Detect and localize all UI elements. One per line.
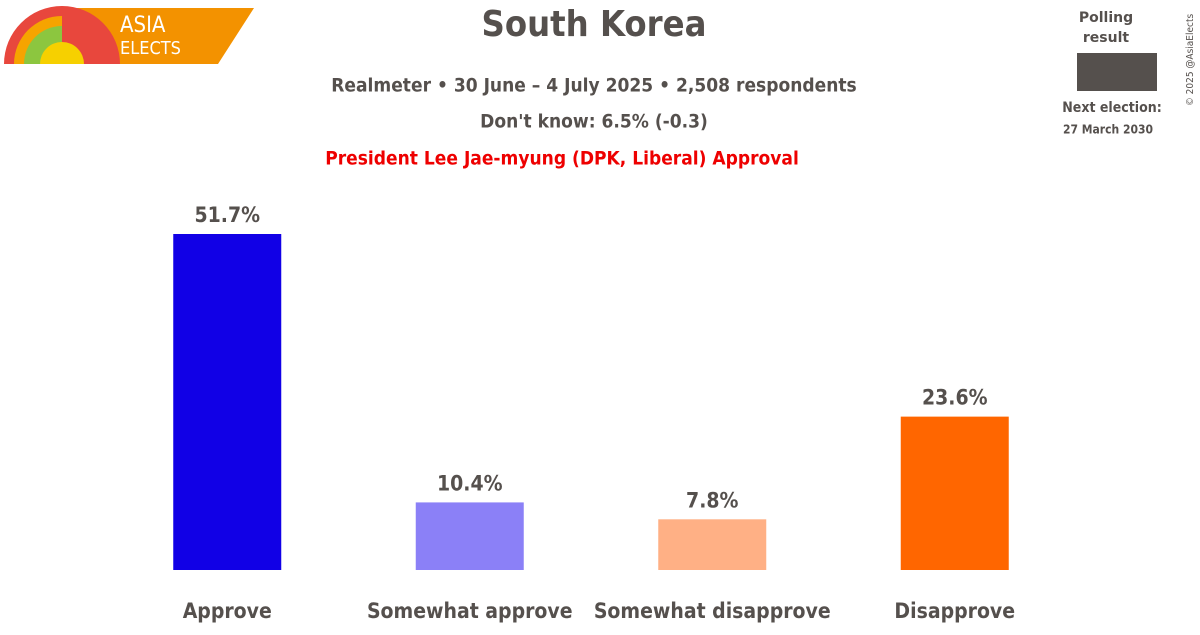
x-tick-label: Approve	[183, 599, 272, 623]
bar	[658, 519, 767, 570]
subtitle: Realmeter • 30 June – 4 July 2025 • 2,50…	[331, 75, 857, 97]
copyright: © 2025 @AsiaElects	[1185, 14, 1196, 107]
logo-text: ELECTS	[120, 38, 181, 59]
value-label: 7.8%	[686, 488, 738, 512]
x-tick-label: Disapprove	[894, 599, 1015, 623]
legend-label: Polling result	[1078, 10, 1134, 46]
value-label: 10.4%	[437, 471, 503, 495]
legend-swatch	[1077, 53, 1157, 91]
logo: ASIA ELECTS	[4, 6, 254, 64]
bar	[415, 502, 524, 570]
next-election-date: 27 March 2030	[1063, 123, 1153, 137]
value-label: 23.6%	[922, 386, 988, 410]
note: Don't know: 6.5% (-0.3)	[480, 111, 708, 133]
bar	[900, 416, 1009, 570]
x-tick-label: Somewhat approve	[367, 599, 573, 623]
logo-text: ASIA	[120, 13, 166, 38]
chart-title: South Korea	[482, 4, 707, 45]
value-label: 51.7%	[194, 203, 260, 227]
x-tick-label: Somewhat disapprove	[594, 599, 831, 623]
next-election-label: Next election:	[1062, 100, 1161, 116]
bar	[173, 234, 282, 570]
annotation: President Lee Jae-myung (DPK, Liberal) A…	[325, 148, 799, 170]
